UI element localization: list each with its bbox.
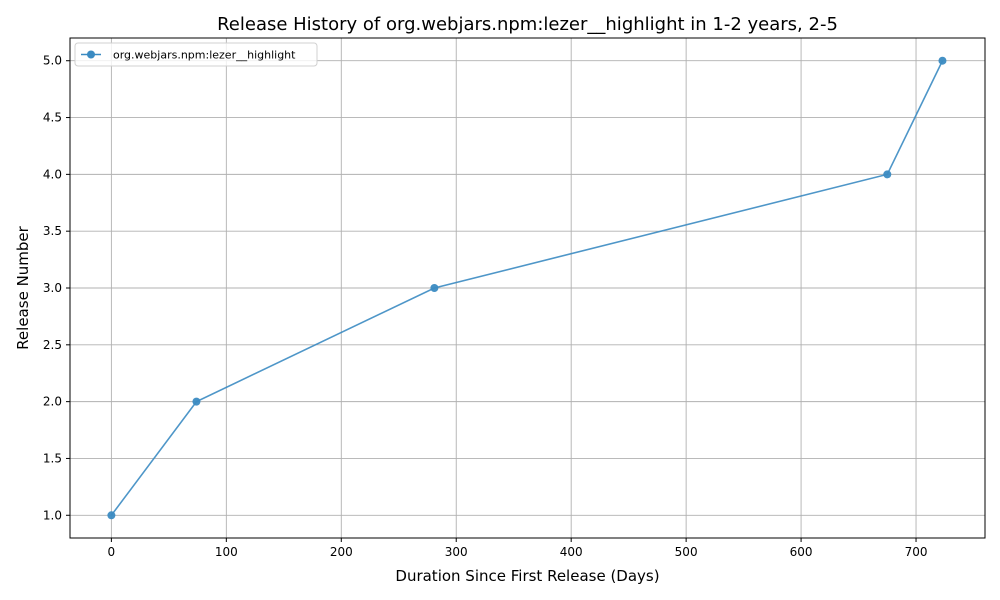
legend: org.webjars.npm:lezer__highlight bbox=[74, 42, 318, 67]
chart-title: Release History of org.webjars.npm:lezer… bbox=[217, 14, 838, 35]
y-tick-label: 2.0 bbox=[43, 395, 62, 409]
grid bbox=[70, 38, 985, 538]
legend-label: org.webjars.npm:lezer__highlight bbox=[113, 49, 296, 62]
x-tick-label: 600 bbox=[790, 545, 813, 559]
x-tick-label: 100 bbox=[215, 545, 238, 559]
axis-ticks: 0 100 200 300 400 500 600 700 1.0 1.5 2.0 2.5 3.0 3.5… bbox=[43, 54, 928, 559]
plot-frame bbox=[69, 37, 986, 539]
legend-box bbox=[74, 42, 318, 67]
x-axis-label: Duration Since First Release (Days) bbox=[395, 567, 659, 585]
x-tick-label: 500 bbox=[675, 545, 698, 559]
data-point bbox=[107, 511, 116, 520]
y-axis-label: Release Number bbox=[14, 225, 32, 349]
x-tick-label: 200 bbox=[330, 545, 353, 559]
y-tick-label: 5.0 bbox=[43, 54, 62, 68]
y-tick-label: 4.5 bbox=[43, 111, 62, 125]
x-tick-label: 400 bbox=[560, 545, 583, 559]
y-tick-label: 2.5 bbox=[43, 338, 62, 352]
y-tick-label: 3.0 bbox=[43, 281, 62, 295]
data-point bbox=[430, 284, 439, 292]
x-tick-label: 300 bbox=[445, 545, 468, 559]
series-layer bbox=[107, 56, 947, 520]
data-point bbox=[938, 56, 947, 65]
y-tick-label: 1.5 bbox=[43, 451, 62, 465]
data-point bbox=[192, 397, 201, 406]
x-tick-label: 700 bbox=[905, 545, 928, 559]
y-tick-label: 1.0 bbox=[43, 508, 62, 522]
x-tick-label: 0 bbox=[108, 545, 116, 559]
y-tick-label: 4.0 bbox=[43, 167, 62, 181]
data-point bbox=[883, 170, 892, 179]
y-tick-label: 3.5 bbox=[43, 224, 62, 238]
legend-marker bbox=[87, 50, 95, 59]
